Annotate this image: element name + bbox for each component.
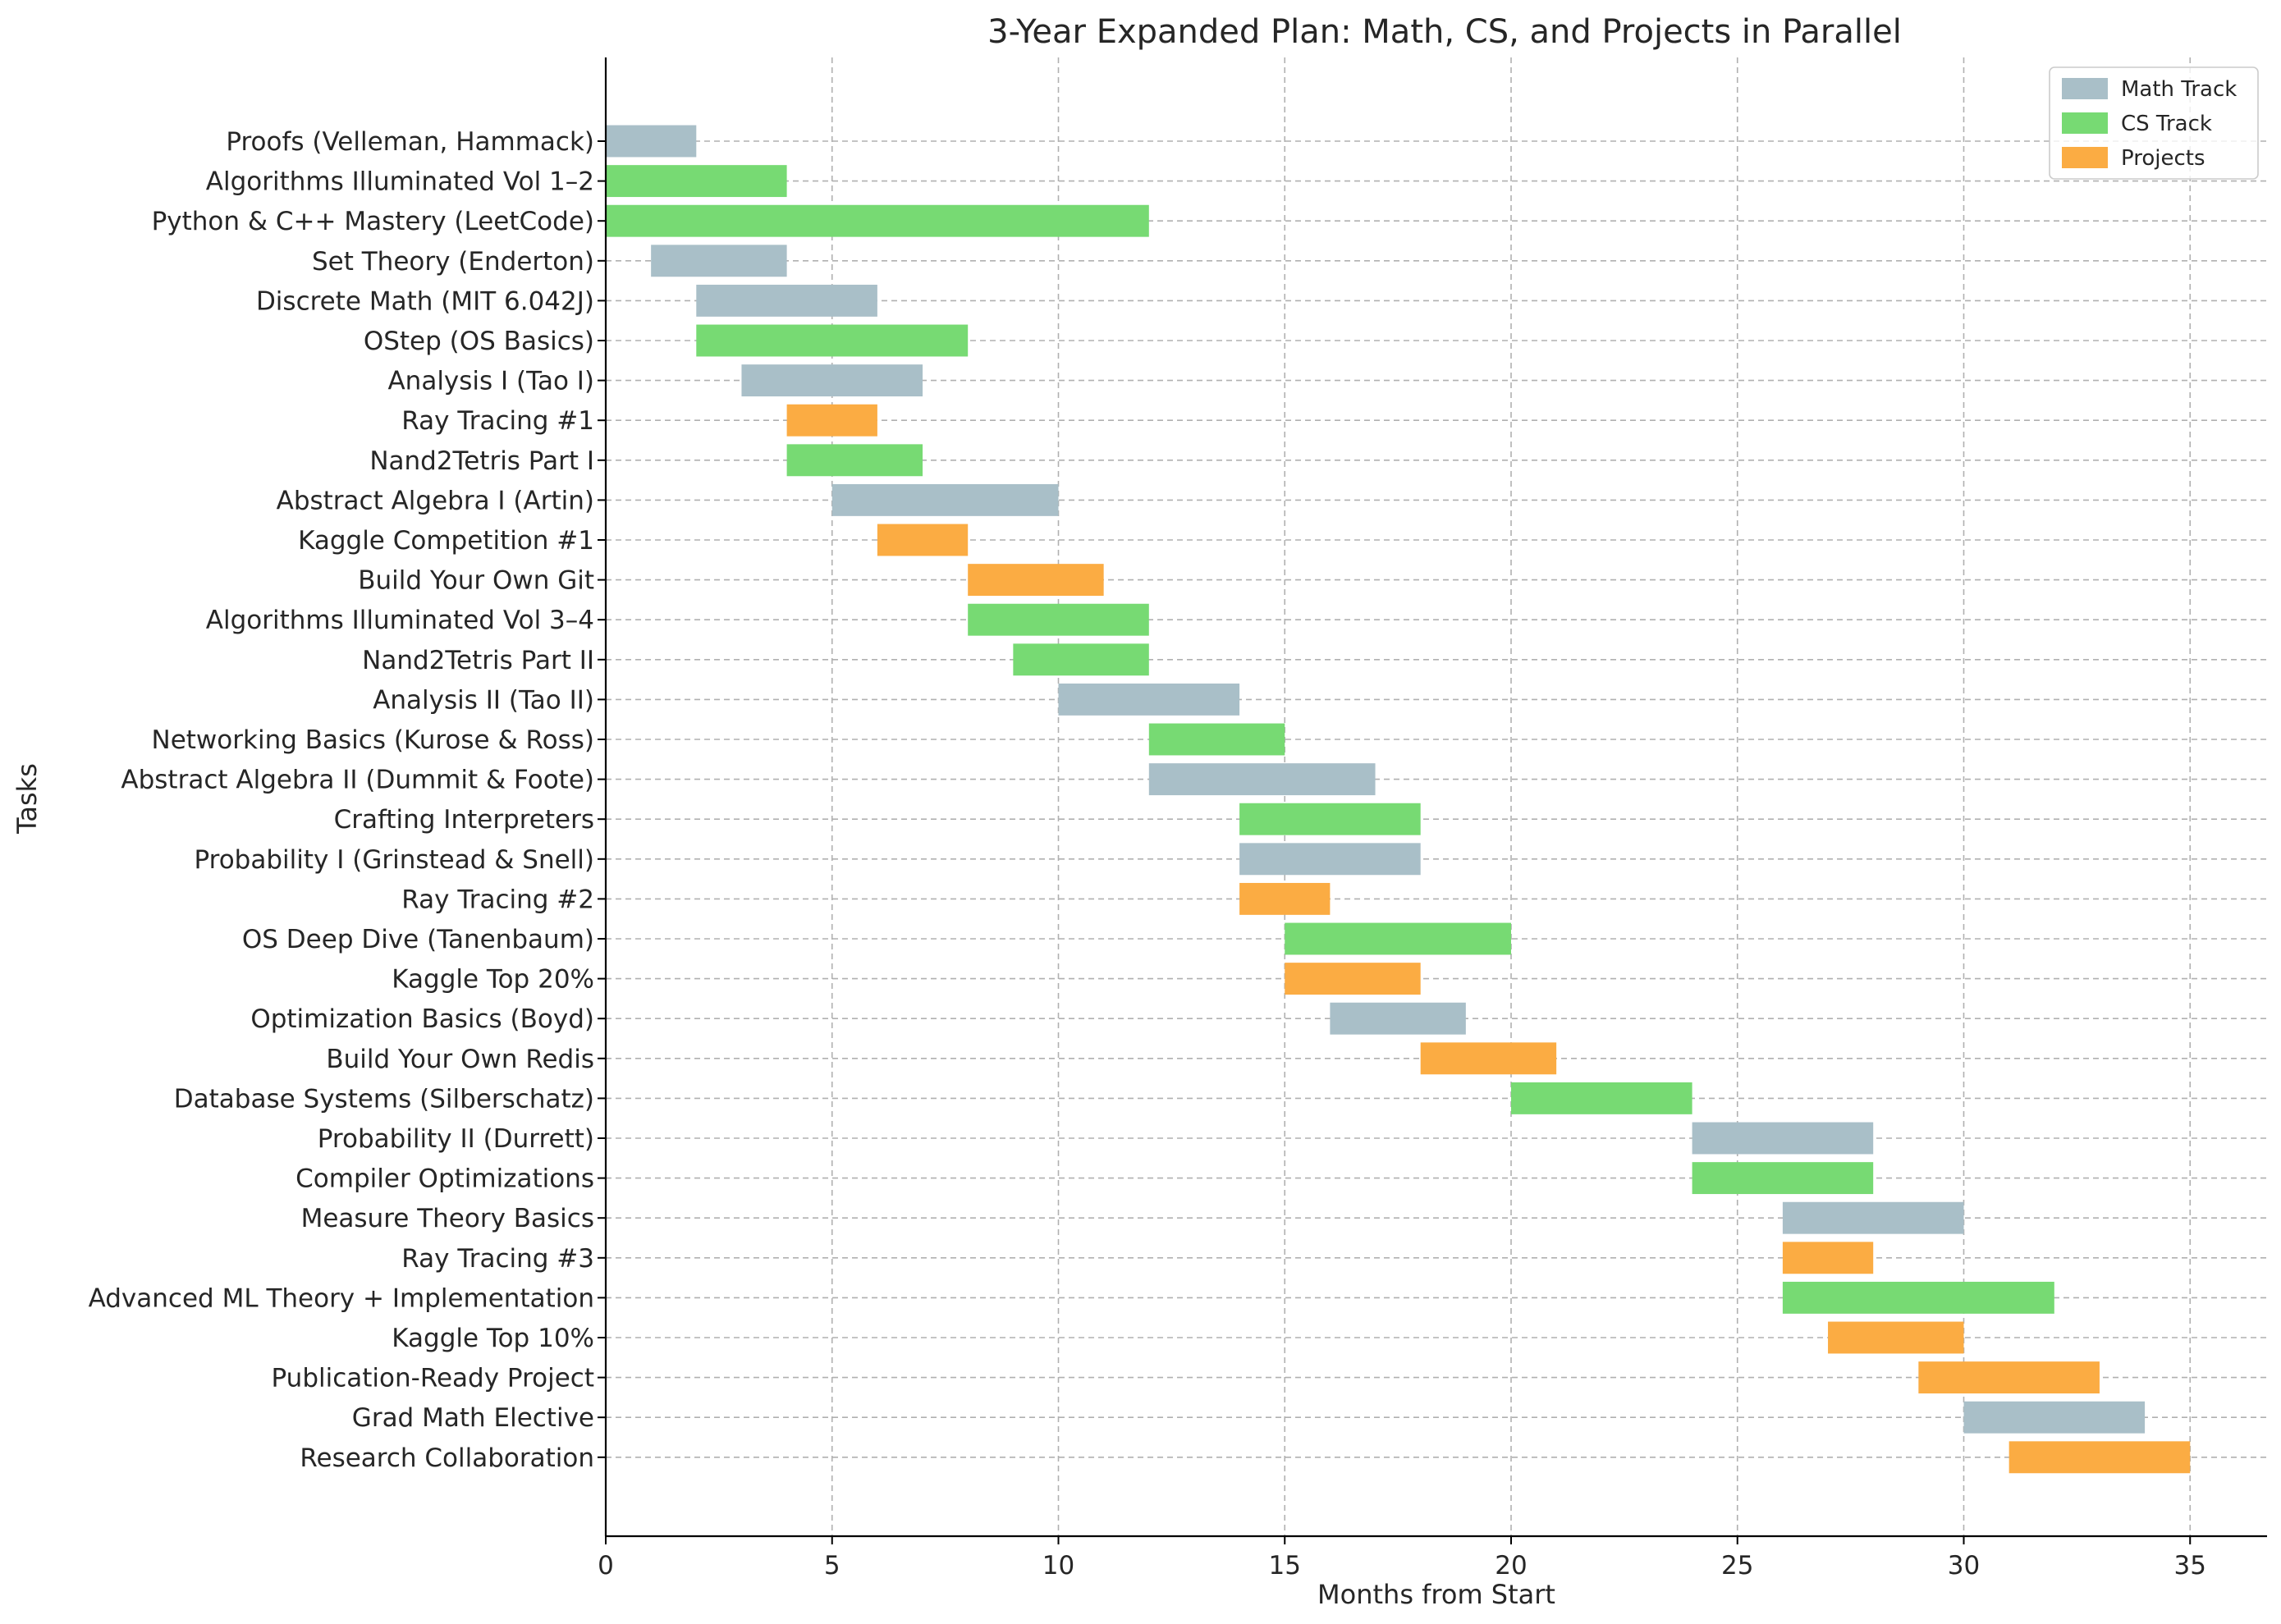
legend-label: CS Track [2121, 112, 2212, 136]
task-label: Algorithms Illuminated Vol 1–2 [206, 167, 594, 197]
x-tick-label: 20 [1495, 1551, 1527, 1581]
legend-label: Math Track [2121, 77, 2237, 102]
task-label: Nand2Tetris Part I [369, 446, 594, 476]
legend-label: Projects [2121, 146, 2205, 171]
task-bar [1782, 1242, 1874, 1274]
task-label: Nand2Tetris Part II [362, 646, 594, 675]
task-label: Research Collaboration [300, 1443, 594, 1473]
task-bar [1918, 1361, 2100, 1394]
x-axis-label: Months from Start [1317, 1579, 1555, 1610]
task-bar [877, 524, 969, 556]
task-label: Python & C++ Mastery (LeetCode) [152, 207, 594, 236]
axes [604, 57, 2267, 1538]
task-label: Kaggle Competition #1 [298, 526, 594, 556]
task-label: Compiler Optimizations [295, 1164, 594, 1194]
task-label: Publication-Ready Project [272, 1364, 594, 1393]
task-bar [1692, 1122, 1874, 1155]
task-label: Analysis I (Tao I) [387, 367, 594, 396]
task-bar [786, 404, 877, 437]
legend-swatch [2062, 112, 2108, 134]
task-bar [1239, 882, 1331, 915]
task-label: Analysis II (Tao II) [373, 685, 594, 715]
legend-swatch [2062, 78, 2108, 99]
task-label: Build Your Own Redis [326, 1045, 594, 1074]
task-bar [1285, 922, 1511, 955]
task-bar [696, 324, 969, 357]
task-label: OStep (OS Basics) [364, 327, 594, 356]
task-label: Probability I (Grinstead & Snell) [195, 845, 595, 875]
task-label: Algorithms Illuminated Vol 3–4 [206, 606, 594, 635]
task-label: Kaggle Top 10% [392, 1324, 594, 1353]
task-label: Abstract Algebra II (Dummit & Foote) [121, 766, 594, 795]
task-label: Proofs (Velleman, Hammack) [226, 127, 594, 157]
task-bar [1058, 683, 1240, 716]
task-bar [1782, 1201, 1964, 1234]
task-bar [1828, 1321, 1964, 1354]
legend-swatch [2062, 147, 2108, 168]
x-tick-label: 30 [1948, 1551, 1980, 1581]
task-label: Grad Math Elective [352, 1403, 594, 1433]
task-bar [968, 564, 1104, 597]
task-bar [1239, 803, 1421, 835]
task-label: Discrete Math (MIT 6.042J) [256, 286, 594, 316]
task-label: Crafting Interpreters [334, 805, 594, 835]
task-label: Networking Basics (Kurose & Ross) [152, 725, 594, 755]
task-bar [831, 483, 1059, 516]
x-tick-label: 0 [598, 1551, 614, 1581]
legend: Math Track CS Track Projects [2049, 66, 2259, 180]
task-label: Optimization Basics (Boyd) [250, 1004, 594, 1034]
task-label: Set Theory (Enderton) [312, 247, 594, 277]
task-bar [1510, 1082, 1692, 1114]
x-tick-label: 15 [1269, 1551, 1301, 1581]
task-bar [1239, 843, 1421, 876]
task-bar [606, 165, 787, 198]
task-bar [606, 204, 1149, 237]
task-bar [1692, 1162, 1874, 1195]
task-label: Ray Tracing #1 [401, 406, 594, 436]
task-bar [786, 444, 923, 477]
task-bar [1285, 963, 1421, 995]
task-label: Ray Tracing #2 [401, 885, 594, 914]
grid-lines [605, 57, 2267, 1536]
task-label: Abstract Algebra I (Artin) [277, 486, 594, 515]
task-bar [651, 245, 787, 277]
task-label: Build Your Own Git [358, 566, 594, 596]
x-tick-label: 5 [824, 1551, 840, 1581]
task-label: Ray Tracing #3 [401, 1244, 594, 1274]
x-tick-label: 25 [1721, 1551, 1753, 1581]
task-bar [1330, 1002, 1466, 1035]
task-label: OS Deep Dive (Tanenbaum) [242, 925, 594, 954]
task-bar [696, 284, 877, 317]
x-ticks: 0 5 10 15 20 25 30 35 [598, 1536, 2206, 1581]
x-tick-label: 10 [1042, 1551, 1074, 1581]
task-bar [2008, 1441, 2191, 1474]
task-bar [1963, 1401, 2146, 1434]
task-label: Advanced ML Theory + Implementation [89, 1283, 594, 1313]
chart-title: 3-Year Expanded Plan: Math, CS, and Proj… [987, 13, 1902, 51]
task-bar [1148, 763, 1376, 796]
task-bar [1782, 1281, 2054, 1314]
task-bar [606, 125, 697, 158]
task-label: Probability II (Durrett) [318, 1124, 594, 1154]
task-bar [1148, 723, 1285, 756]
x-tick-label: 35 [2174, 1551, 2206, 1581]
task-label: Kaggle Top 20% [392, 965, 594, 995]
bars [606, 125, 2191, 1474]
y-ticks: Proofs (Velleman, Hammack) Algorithms Ill… [89, 127, 606, 1473]
task-bar [1420, 1042, 1557, 1075]
task-label: Measure Theory Basics [301, 1204, 594, 1233]
task-label: Database Systems (Silberschatz) [174, 1084, 594, 1114]
task-bar [1013, 643, 1149, 676]
task-bar [741, 364, 923, 397]
y-axis-label: Tasks [11, 763, 43, 835]
task-bar [968, 603, 1149, 636]
